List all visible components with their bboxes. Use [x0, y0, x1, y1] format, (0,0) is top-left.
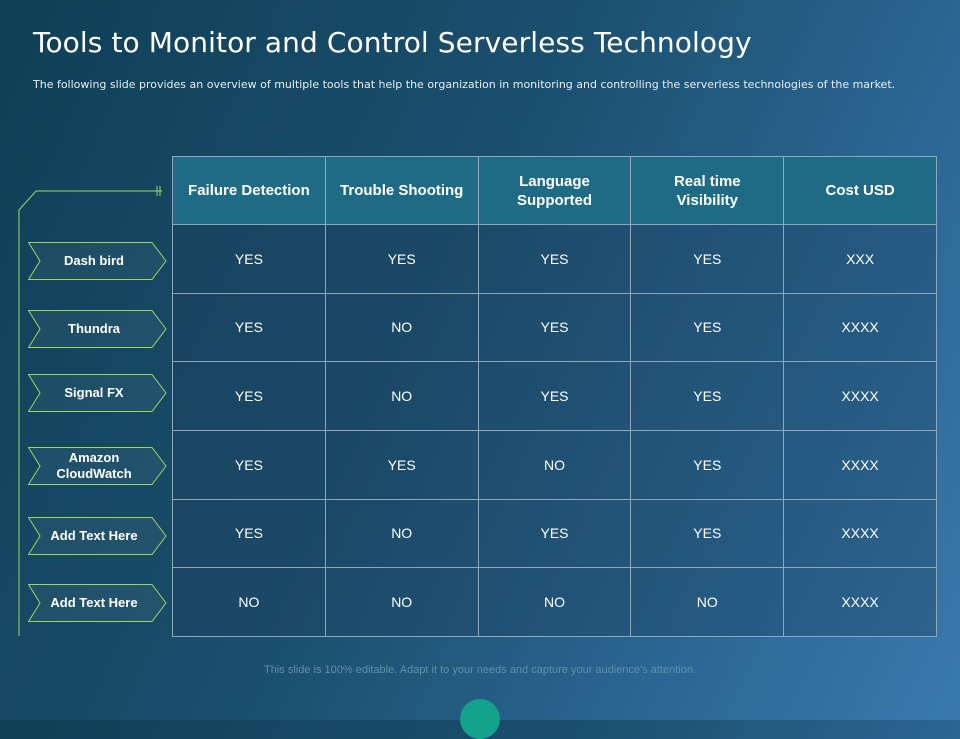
table-cell: XXXX	[783, 498, 937, 569]
footer-note: This slide is 100% editable. Adapt it to…	[264, 664, 696, 676]
row-label-amazon-cloudwatch: Amazon CloudWatch	[28, 447, 168, 485]
comparison-table: Failure Detection Trouble Shooting Langu…	[172, 156, 937, 637]
header-language-supported: Language Supported	[477, 156, 632, 225]
table-cell: YES	[172, 224, 326, 294]
table-cell: YES	[172, 361, 326, 431]
table-row: YES YES YES YES XXX	[172, 224, 937, 294]
header-failure-detection: Failure Detection	[172, 156, 326, 225]
header-trouble-shooting: Trouble Shooting	[324, 156, 479, 225]
row-label-thundra: Thundra	[28, 310, 168, 348]
table-cell: NO	[324, 567, 479, 637]
table-row: NO NO NO NO XXXX	[172, 567, 937, 637]
table-cell: YES	[172, 429, 326, 500]
table-cell: NO	[630, 567, 785, 637]
table-cell: NO	[477, 429, 632, 500]
table-row: YES NO YES YES XXXX	[172, 292, 937, 363]
table-cell: XXX	[783, 224, 937, 294]
row-label-text: Signal FX	[64, 385, 124, 400]
table-cell: YES	[324, 429, 479, 500]
table-cell: YES	[477, 292, 632, 363]
table-cell: NO	[477, 567, 632, 637]
slide-subtitle: The following slide provides an overview…	[33, 78, 896, 91]
table-cell: XXXX	[783, 361, 937, 431]
table-cell: YES	[630, 224, 785, 294]
table-cell: YES	[172, 292, 326, 363]
row-label-add-text-1: Add Text Here	[28, 517, 168, 555]
table-cell: YES	[630, 361, 785, 431]
table-cell: XXXX	[783, 567, 937, 637]
table-cell: XXXX	[783, 292, 937, 363]
table-cell: YES	[477, 498, 632, 569]
row-label-text: Add Text Here	[50, 528, 138, 543]
row-label-text: Thundra	[68, 321, 120, 336]
row-label-text: Amazon CloudWatch	[56, 450, 132, 481]
row-label-text: Add Text Here	[50, 595, 138, 610]
table-cell: YES	[172, 498, 326, 569]
table-cell: YES	[630, 498, 785, 569]
table-cell: XXXX	[783, 429, 937, 500]
table-cell: YES	[630, 429, 785, 500]
table-cell: YES	[477, 224, 632, 294]
table-cell: YES	[477, 361, 632, 431]
table-cell: YES	[324, 224, 479, 294]
table-row: YES NO YES YES XXXX	[172, 498, 937, 569]
row-label-signal-fx: Signal FX	[28, 374, 168, 412]
table-cell: NO	[324, 292, 479, 363]
header-cost-usd: Cost USD	[783, 156, 937, 225]
header-real-time-visibility: Real time Visibility	[630, 156, 785, 225]
row-label-dash-bird: Dash bird	[28, 242, 168, 280]
table-cell: YES	[630, 292, 785, 363]
table-row: YES YES NO YES XXXX	[172, 429, 937, 500]
row-label-text: Dash bird	[64, 253, 124, 268]
table-cell: NO	[324, 498, 479, 569]
table-header-row: Failure Detection Trouble Shooting Langu…	[172, 156, 937, 225]
table-row: YES NO YES YES XXXX	[172, 361, 937, 431]
slide-title: Tools to Monitor and Control Serverless …	[33, 26, 752, 59]
row-label-add-text-2: Add Text Here	[28, 584, 168, 622]
table-cell: NO	[324, 361, 479, 431]
table-cell: NO	[172, 567, 326, 637]
decorative-dot	[460, 699, 500, 739]
